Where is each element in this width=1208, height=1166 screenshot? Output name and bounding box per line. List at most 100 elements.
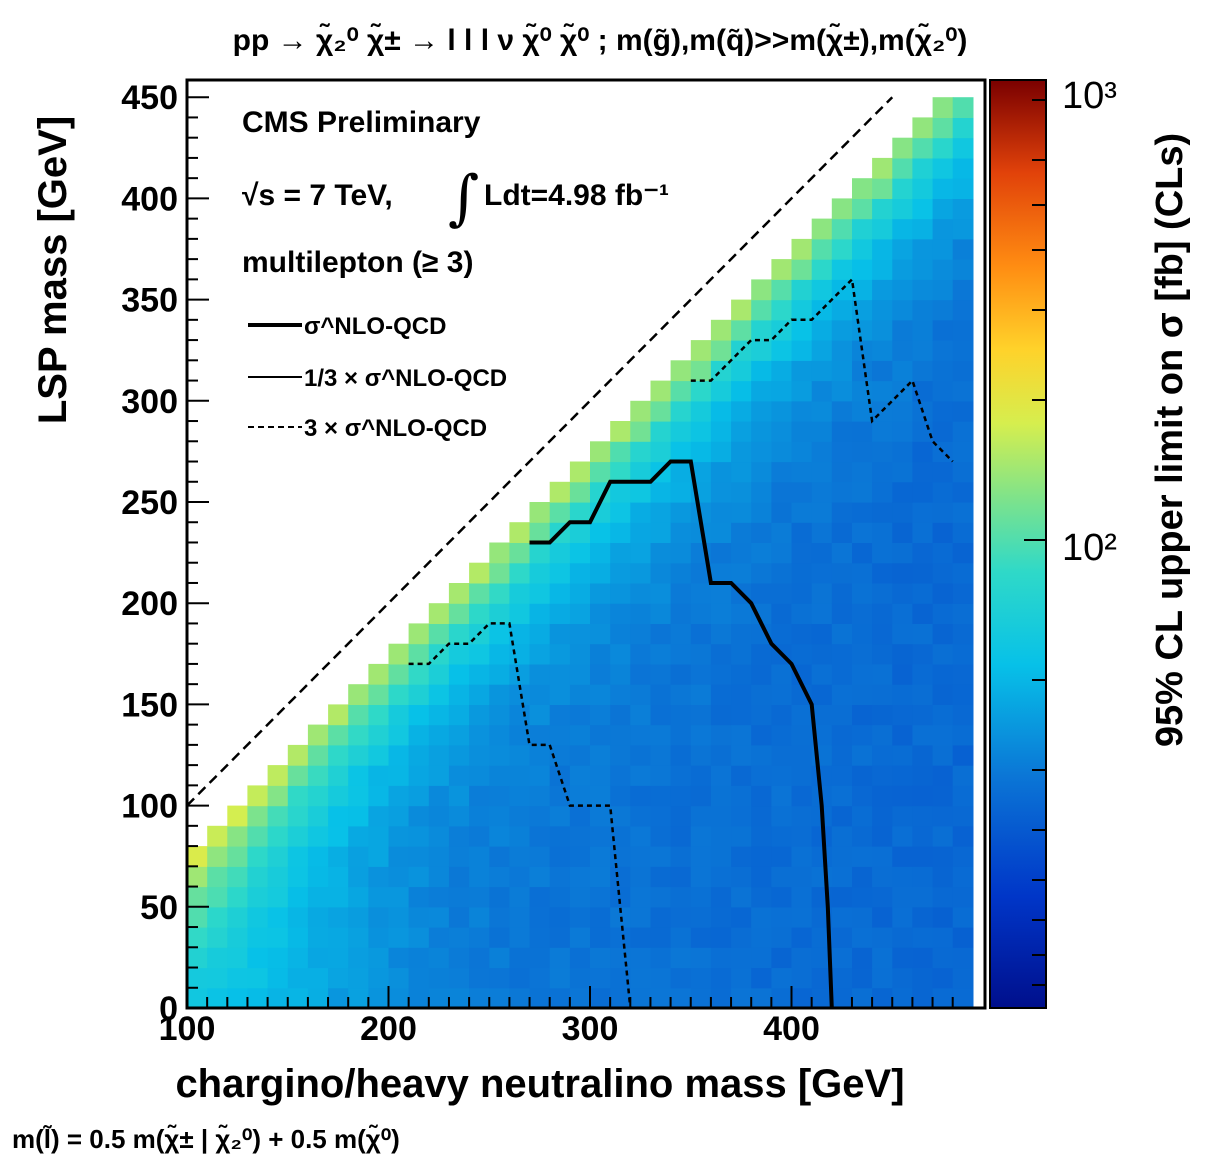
heatmap-cell — [791, 866, 813, 888]
heatmap-cell — [932, 684, 954, 705]
heatmap-cell — [348, 987, 369, 1008]
heatmap-cell — [307, 805, 329, 827]
heatmap-cell — [751, 502, 772, 523]
heatmap-cell — [529, 744, 551, 766]
heatmap-cell — [771, 805, 793, 827]
heatmap-cell — [469, 562, 490, 584]
heatmap-cell — [771, 623, 793, 645]
heatmap-cell — [811, 623, 833, 645]
heatmap-cell — [811, 481, 833, 503]
heatmap-cell — [529, 583, 551, 604]
heatmap-cell — [811, 238, 833, 260]
heatmap-cell — [590, 765, 611, 786]
heatmap-cell — [710, 785, 732, 807]
heatmap-cell — [952, 340, 974, 361]
heatmap-cell — [751, 643, 772, 665]
heatmap-cell — [892, 603, 914, 624]
heatmap-cell — [328, 704, 349, 726]
heatmap-cell — [207, 906, 228, 928]
heatmap-cell — [952, 825, 974, 847]
heatmap-cell — [771, 603, 793, 624]
heatmap-cell — [892, 967, 914, 989]
heatmap-cell — [448, 947, 470, 969]
heatmap-cell — [630, 603, 652, 624]
heatmap-cell — [872, 603, 893, 624]
heatmap-cell — [892, 299, 914, 321]
heatmap-cell — [509, 765, 531, 786]
heatmap-cell — [771, 684, 793, 705]
heatmap-cell — [307, 947, 329, 969]
heatmap-cell — [448, 906, 470, 928]
heatmap-cell — [529, 825, 551, 847]
heatmap-cell — [509, 583, 531, 604]
heatmap-cell — [650, 400, 672, 422]
heatmap-cell — [690, 906, 712, 928]
heatmap-cell — [549, 927, 571, 948]
heatmap-cell — [368, 825, 390, 847]
heatmap-cell — [590, 724, 611, 746]
heatmap-cell — [448, 825, 470, 847]
heatmap-cell — [831, 481, 853, 503]
heatmap-cell — [187, 987, 208, 1008]
heatmap-cell — [610, 704, 631, 726]
heatmap-cell — [549, 967, 571, 989]
heatmap-cell — [932, 380, 954, 402]
heatmap-cell — [489, 684, 511, 705]
heatmap-cell — [569, 724, 591, 746]
y-tick-label: 350 — [121, 282, 178, 320]
heatmap-cell — [831, 785, 853, 807]
heatmap-cell — [549, 542, 571, 564]
heatmap-cell — [912, 380, 934, 402]
heatmap-cell — [590, 583, 611, 604]
heatmap-cell — [710, 461, 732, 483]
heatmap-cell — [590, 502, 611, 523]
heatmap-cell — [368, 846, 390, 867]
heatmap-cell — [952, 441, 974, 463]
heatmap-cell — [630, 663, 652, 685]
heatmap-cell — [731, 360, 752, 382]
heatmap-cell — [852, 785, 873, 807]
heatmap-cell — [569, 502, 591, 523]
heatmap-cell — [912, 643, 934, 665]
heatmap-cell — [448, 987, 470, 1008]
heatmap-cell — [509, 825, 531, 847]
heatmap-cell — [791, 967, 813, 989]
heatmap-cell — [872, 441, 893, 463]
heatmap-cell — [590, 663, 611, 685]
heatmap-cell — [771, 360, 793, 382]
heatmap-cell — [267, 967, 289, 989]
legend: σ^NLO-QCD 1/3 × σ^NLO-QCD 3 × σ^NLO-QCD — [248, 313, 507, 442]
heatmap-cell — [509, 704, 531, 726]
heatmap-cell — [187, 906, 208, 928]
heatmap-cell — [932, 542, 954, 564]
heatmap-cell — [952, 238, 974, 260]
heatmap-cell — [872, 502, 893, 523]
heatmap-cell — [952, 765, 974, 786]
heatmap-cell — [549, 765, 571, 786]
heatmap-cell — [912, 927, 934, 948]
heatmap-cell — [690, 765, 712, 786]
heatmap-cell — [368, 765, 390, 786]
heatmap-cell — [710, 340, 732, 361]
heatmap-cell — [368, 866, 390, 888]
heatmap-cell — [852, 704, 873, 726]
heatmap-cell — [287, 866, 309, 888]
heatmap-cell — [328, 947, 349, 969]
heatmap-cell — [469, 805, 490, 827]
heatmap-cell — [751, 886, 772, 908]
heatmap-cell — [489, 866, 511, 888]
heatmap-cell — [247, 886, 269, 908]
heatmap-cell — [509, 724, 531, 746]
heatmap-cell — [549, 724, 571, 746]
heatmap-cell — [509, 744, 531, 766]
heatmap-cell — [852, 481, 873, 503]
heatmap-cell — [569, 825, 591, 847]
heatmap-cell — [751, 441, 772, 463]
heatmap-cell — [650, 906, 672, 928]
heatmap-cell — [912, 765, 934, 786]
heatmap-cell — [872, 623, 893, 645]
heatmap-cell — [590, 846, 611, 867]
heatmap-cell — [912, 360, 934, 382]
heatmap-cell — [670, 967, 692, 989]
heatmap-cell — [892, 400, 914, 422]
